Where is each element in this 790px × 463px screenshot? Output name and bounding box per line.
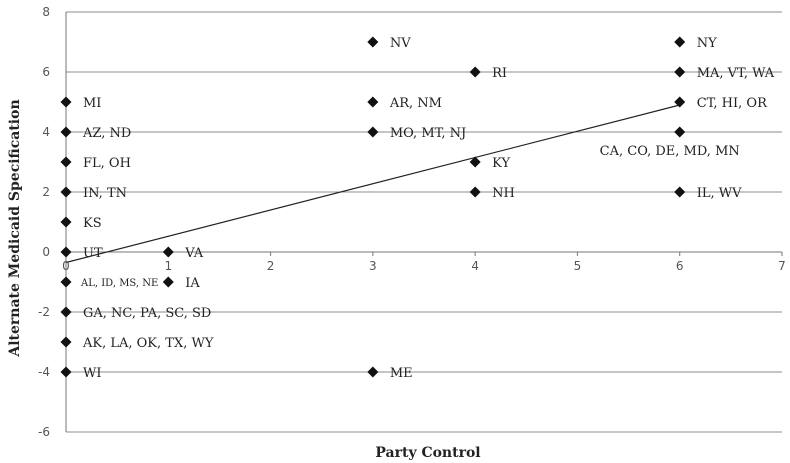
data-point-label: KS: [83, 216, 102, 231]
data-point-label: VA: [184, 246, 204, 261]
data-point-marker: [469, 156, 481, 168]
data-point-marker: [469, 186, 481, 198]
data-point-label: AR, NM: [389, 96, 442, 111]
data-point-label: NY: [697, 36, 717, 51]
x-tick-label: 7: [778, 259, 786, 273]
data-point-label: IA: [185, 276, 200, 291]
data-point-label: AK, LA, OK, TX, WY: [82, 336, 214, 351]
x-tick-label: 6: [676, 259, 684, 273]
x-tick-label: 0: [62, 259, 70, 273]
data-point-label: IL, WV: [697, 186, 742, 201]
data-point-marker: [60, 366, 72, 378]
trendline-group: [65, 104, 680, 264]
y-axis-title: Alternate Medicaid Specification: [7, 99, 23, 357]
data-point-label: RI: [492, 66, 507, 81]
data-point-label: AZ, ND: [82, 126, 131, 141]
axes: [65, 12, 783, 432]
x-tick-label: 5: [574, 259, 582, 273]
data-point-marker: [674, 96, 686, 108]
data-point-label: KY: [492, 156, 510, 171]
data-point-label: MI: [83, 96, 101, 111]
data-point-label: MA, VT, WA: [697, 66, 775, 81]
y-tick-label: -4: [38, 365, 50, 379]
data-point-label: MO, MT, NJ: [390, 126, 466, 141]
y-tick-label: 4: [42, 125, 50, 139]
data-point-marker: [367, 36, 379, 48]
data-point-marker: [60, 156, 72, 168]
data-point-marker: [674, 66, 686, 78]
data-point-marker: [60, 276, 72, 288]
x-tick-label: 2: [267, 259, 275, 273]
x-tick-label: 4: [471, 259, 479, 273]
data-point-marker: [162, 276, 174, 288]
x-tick-label: 1: [164, 259, 172, 273]
data-point-marker: [60, 246, 72, 258]
tick-labels: 8 6 4 2 0 -2 -4 -6 0 1 2 3 4 5 6 7: [38, 5, 786, 439]
data-points: [60, 36, 686, 378]
data-point-label: NH: [492, 186, 515, 201]
x-tick-label: 3: [369, 259, 377, 273]
data-point-marker: [60, 186, 72, 198]
y-tick-label: 8: [42, 5, 50, 19]
y-tick-label: -2: [38, 305, 50, 319]
data-point-marker: [367, 126, 379, 138]
data-point-marker: [674, 126, 686, 138]
data-point-label: GA, NC, PA, SC, SD: [83, 306, 211, 321]
grid-lines: [66, 11, 782, 433]
data-point-marker: [469, 66, 481, 78]
data-point-marker: [60, 96, 72, 108]
data-point-marker: [674, 36, 686, 48]
data-point-marker: [367, 96, 379, 108]
data-point-marker: [162, 246, 174, 258]
y-tick-label: -6: [38, 425, 50, 439]
data-point-label: CT, HI, OR: [697, 96, 768, 111]
data-point-marker: [674, 186, 686, 198]
x-axis-title: Party Control: [375, 445, 480, 461]
data-point-marker: [60, 216, 72, 228]
data-point-label: CA, CO, DE, MD, MN: [600, 144, 740, 159]
data-point-label: WI: [83, 366, 102, 381]
trendline: [65, 104, 680, 264]
data-point-label: AL, ID, MS, NE: [80, 278, 158, 289]
y-tick-label: 2: [42, 185, 50, 199]
data-point-label: NV: [390, 36, 411, 51]
data-point-label: ME: [390, 366, 413, 381]
y-tick-label: 0: [42, 245, 50, 259]
data-point-marker: [60, 126, 72, 138]
data-point-marker: [60, 306, 72, 318]
point-labels: NV NY RI MA, VT, WA MI AR, NM CT, HI, OR AZ, ND…: [80, 36, 775, 381]
data-point-marker: [367, 366, 379, 378]
data-point-label: FL, OH: [83, 156, 131, 171]
y-tick-label: 6: [42, 65, 50, 79]
data-point-label: IN, TN: [83, 186, 127, 201]
data-point-label: UT: [83, 246, 103, 261]
data-point-marker: [60, 336, 72, 348]
